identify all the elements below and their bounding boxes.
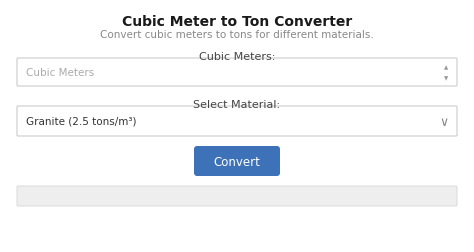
Text: Cubic Meters: Cubic Meters: [26, 68, 94, 78]
Text: Convert cubic meters to tons for different materials.: Convert cubic meters to tons for differe…: [100, 30, 374, 40]
FancyBboxPatch shape: [17, 186, 457, 206]
Text: Granite (2.5 tons/m³): Granite (2.5 tons/m³): [26, 116, 137, 127]
FancyBboxPatch shape: [17, 107, 457, 137]
Text: Cubic Meter to Ton Converter: Cubic Meter to Ton Converter: [122, 15, 352, 29]
Text: ▲: ▲: [444, 65, 448, 70]
FancyBboxPatch shape: [17, 59, 457, 87]
Text: Cubic Meters:: Cubic Meters:: [199, 52, 275, 62]
FancyBboxPatch shape: [194, 146, 280, 176]
Text: Convert: Convert: [214, 155, 260, 168]
Text: ∨: ∨: [439, 115, 448, 128]
Text: ▼: ▼: [444, 76, 448, 81]
Text: Select Material:: Select Material:: [193, 100, 281, 110]
